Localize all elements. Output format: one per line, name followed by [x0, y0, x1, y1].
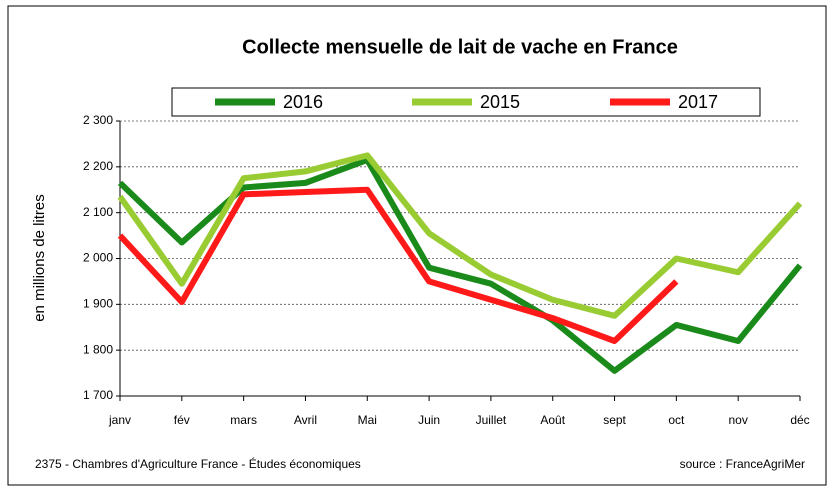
- footer-right: source : FranceAgriMer: [680, 457, 805, 471]
- y-tick-label: 2 100: [83, 205, 113, 219]
- y-tick-label: 2 000: [83, 251, 113, 265]
- y-tick-label: 1 900: [83, 297, 113, 311]
- legend-label: 2017: [678, 92, 718, 112]
- legend-label: 2015: [480, 92, 520, 112]
- legend-label: 2016: [283, 92, 323, 112]
- x-tick-label: Avril: [294, 413, 317, 427]
- x-tick-label: Juin: [418, 413, 440, 427]
- y-tick-label: 2 300: [83, 113, 113, 127]
- y-tick-label: 1 800: [83, 342, 113, 356]
- y-tick-label: 1 700: [83, 388, 113, 402]
- y-axis-label: en millions de litres: [31, 194, 48, 322]
- x-tick-label: mars: [230, 413, 257, 427]
- chart-title: Collecte mensuelle de lait de vache en F…: [242, 36, 678, 58]
- footer-left: 2375 - Chambres d'Agriculture France - É…: [35, 456, 361, 471]
- series-line: [117, 152, 803, 319]
- x-tick-label: Mai: [358, 413, 377, 427]
- series-line: [117, 186, 679, 344]
- y-tick-label: 2 200: [83, 159, 113, 173]
- x-tick-label: nov: [729, 413, 748, 427]
- x-tick-label: déc: [790, 413, 809, 427]
- x-tick-label: sept: [603, 413, 626, 427]
- x-tick-label: janv: [108, 413, 131, 427]
- x-tick-label: Août: [540, 413, 565, 427]
- x-tick-label: Juillet: [476, 413, 507, 427]
- x-tick-label: oct: [668, 413, 685, 427]
- x-tick-label: fév: [174, 413, 190, 427]
